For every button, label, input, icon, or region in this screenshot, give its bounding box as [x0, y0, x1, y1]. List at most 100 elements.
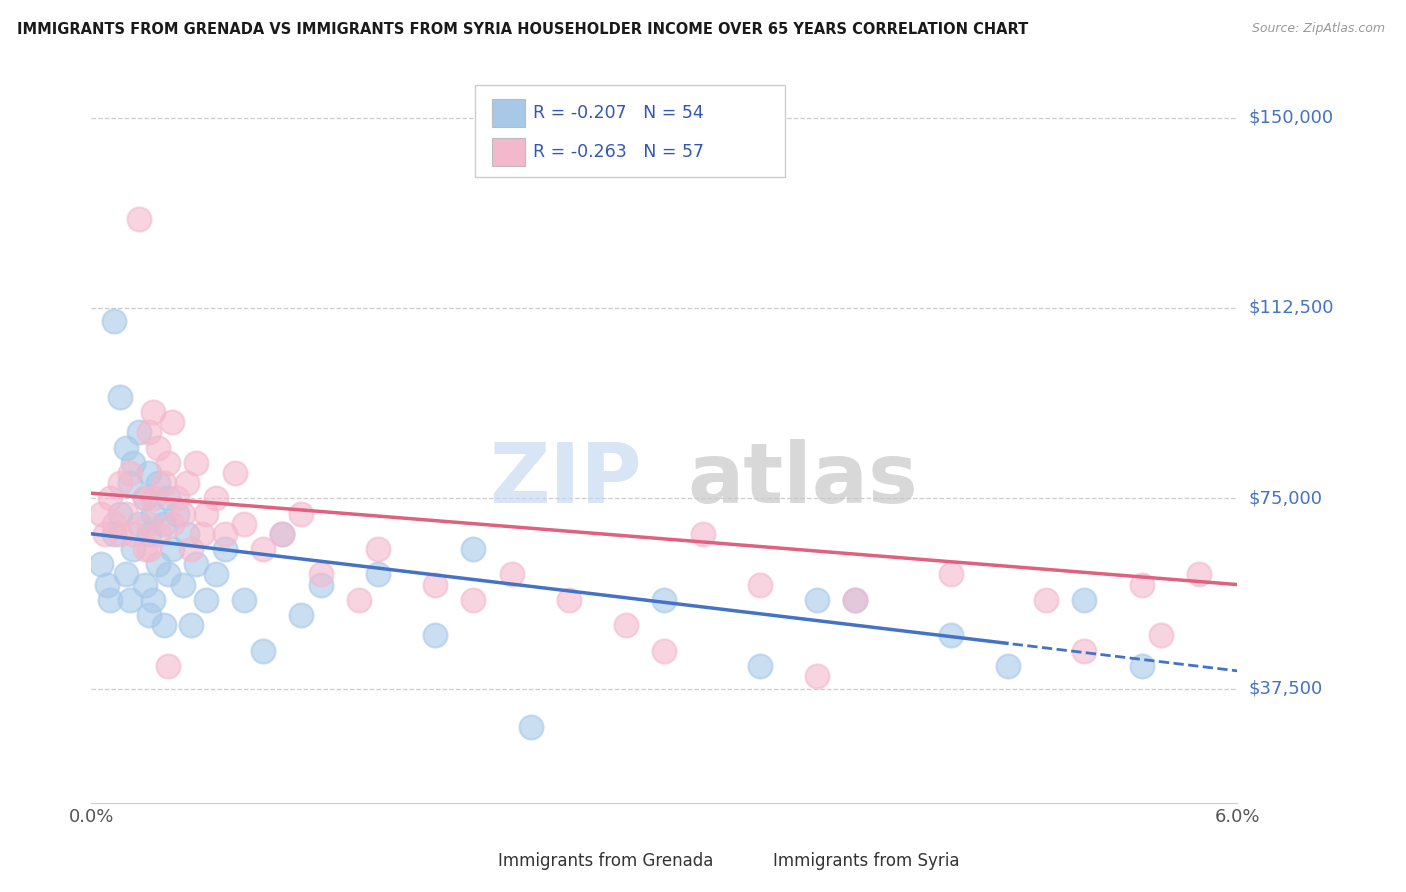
Point [939, 628, 962, 642]
Point [558, 592, 581, 607]
Text: $150,000: $150,000 [1249, 109, 1334, 127]
Point [160, 542, 183, 557]
Point [1035, 592, 1057, 607]
Point [103, 526, 125, 541]
Point [347, 592, 370, 607]
Point [214, 542, 236, 557]
Point [122, 526, 145, 541]
Point [614, 618, 637, 632]
Point [233, 592, 256, 607]
Point [148, 476, 170, 491]
Point [367, 542, 389, 557]
Text: Immigrants from Grenada: Immigrants from Grenada [498, 852, 714, 870]
Point [134, 577, 156, 591]
Point [148, 441, 170, 455]
Point [90, 558, 112, 572]
Point [1150, 628, 1173, 642]
Point [153, 516, 176, 531]
Text: ZIP: ZIP [489, 439, 641, 519]
Point [463, 542, 485, 557]
Point [141, 507, 163, 521]
Point [501, 567, 523, 582]
Point [271, 526, 294, 541]
Point [652, 643, 675, 657]
Point [939, 567, 962, 582]
Point [90, 507, 112, 521]
Point [128, 516, 150, 531]
Point [233, 516, 256, 531]
Point [153, 476, 176, 491]
Point [118, 476, 141, 491]
Point [692, 526, 714, 541]
Point [997, 658, 1019, 673]
FancyBboxPatch shape [475, 86, 785, 178]
Point [141, 592, 163, 607]
Point [122, 456, 145, 470]
FancyBboxPatch shape [492, 98, 524, 127]
Point [309, 577, 332, 591]
Point [108, 507, 131, 521]
Point [806, 669, 828, 683]
Point [134, 542, 156, 557]
Point [176, 476, 198, 491]
Point [96, 577, 118, 591]
Point [122, 542, 145, 557]
Text: Immigrants from Syria: Immigrants from Syria [773, 852, 960, 870]
Point [423, 628, 446, 642]
Point [1073, 643, 1095, 657]
Point [194, 507, 217, 521]
Text: IMMIGRANTS FROM GRENADA VS IMMIGRANTS FROM SYRIA HOUSEHOLDER INCOME OVER 65 YEAR: IMMIGRANTS FROM GRENADA VS IMMIGRANTS FR… [17, 22, 1028, 37]
FancyBboxPatch shape [458, 848, 491, 874]
Point [134, 491, 156, 506]
Point [172, 577, 194, 591]
Point [844, 592, 866, 607]
Point [138, 516, 160, 531]
Point [806, 592, 828, 607]
Point [138, 607, 160, 622]
Point [141, 491, 163, 506]
Point [153, 618, 176, 632]
Point [156, 567, 179, 582]
Point [160, 415, 183, 429]
Point [176, 526, 198, 541]
Point [103, 516, 125, 531]
Point [519, 720, 541, 734]
Point [156, 491, 179, 506]
Point [309, 567, 332, 582]
Point [128, 212, 150, 227]
Point [166, 507, 188, 521]
Point [141, 405, 163, 419]
Point [148, 558, 170, 572]
Point [204, 567, 226, 582]
Point [367, 567, 389, 582]
Point [180, 618, 202, 632]
Point [1073, 592, 1095, 607]
Point [114, 441, 136, 455]
Point [1130, 577, 1153, 591]
Point [114, 507, 136, 521]
Point [156, 658, 179, 673]
Point [191, 526, 214, 541]
Point [172, 507, 194, 521]
Point [1130, 658, 1153, 673]
Point [138, 425, 160, 440]
Point [180, 542, 202, 557]
Point [652, 592, 675, 607]
Point [114, 567, 136, 582]
Point [1188, 567, 1211, 582]
Point [271, 526, 294, 541]
Text: $112,500: $112,500 [1249, 299, 1334, 317]
Point [156, 456, 179, 470]
Text: R = -0.207   N = 54: R = -0.207 N = 54 [533, 103, 703, 121]
Point [138, 526, 160, 541]
Text: R = -0.263   N = 57: R = -0.263 N = 57 [533, 143, 703, 161]
Point [844, 592, 866, 607]
Point [160, 516, 183, 531]
Text: atlas: atlas [688, 439, 918, 519]
Text: $75,000: $75,000 [1249, 490, 1323, 508]
Point [148, 526, 170, 541]
FancyBboxPatch shape [492, 137, 524, 166]
Point [214, 526, 236, 541]
Point [290, 607, 312, 622]
Point [138, 466, 160, 480]
